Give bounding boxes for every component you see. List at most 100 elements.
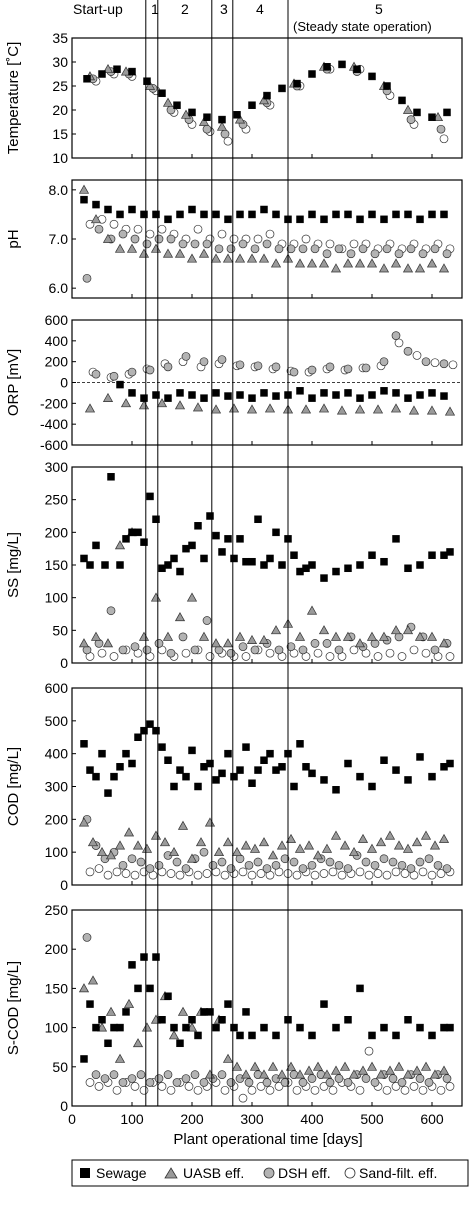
data-point	[213, 846, 225, 857]
data-point	[416, 1023, 424, 1032]
data-point	[404, 210, 412, 219]
data-point	[364, 1046, 374, 1056]
data-point	[337, 870, 347, 880]
data-point	[397, 652, 407, 661]
data-point	[254, 515, 262, 524]
data-point	[411, 837, 423, 847]
data-point	[344, 564, 352, 573]
data-point	[121, 869, 131, 878]
data-point	[84, 403, 96, 413]
series-sewage	[80, 720, 454, 797]
data-point	[114, 1053, 126, 1063]
data-points	[78, 184, 455, 283]
data-point	[118, 229, 128, 239]
data-point	[294, 258, 306, 268]
data-point	[123, 827, 135, 837]
data-point	[258, 634, 270, 644]
data-point	[248, 557, 256, 566]
data-point	[206, 759, 214, 768]
data-point	[320, 389, 328, 397]
data-point	[82, 933, 92, 942]
y-axis-label: pH	[5, 229, 22, 248]
series-dsh-eff	[82, 814, 452, 873]
data-point	[132, 840, 144, 850]
y-tick-label: 7.0	[49, 231, 69, 247]
data-point	[164, 992, 172, 1000]
data-point	[159, 837, 171, 847]
data-point	[217, 229, 227, 239]
data-point	[144, 80, 156, 90]
data-point	[103, 870, 113, 880]
data-point	[101, 561, 109, 569]
data-point	[392, 1031, 400, 1040]
data-point	[379, 357, 389, 367]
data-point	[154, 639, 164, 648]
data-point	[164, 215, 172, 224]
data-point	[429, 1069, 441, 1079]
data-point	[436, 869, 446, 878]
data-point	[238, 867, 248, 877]
data-point	[321, 843, 333, 853]
data-point	[177, 820, 189, 830]
series-uasb-eff	[78, 817, 450, 863]
series-sand-filt-eff	[85, 214, 455, 254]
data-point	[152, 210, 160, 219]
data-point	[86, 561, 94, 569]
series-dsh-eff	[82, 224, 452, 283]
data-point	[202, 616, 212, 625]
data-point	[391, 331, 401, 340]
data-point	[319, 1082, 329, 1091]
x-axis-label: Plant operational time [days]	[173, 1131, 362, 1148]
data-point	[184, 1082, 194, 1091]
data-point	[178, 239, 188, 249]
phase-label-1: 1	[151, 1, 159, 17]
legend-marker-sewage	[80, 1168, 90, 1178]
data-point	[210, 253, 222, 263]
data-point	[390, 258, 402, 268]
data-point	[406, 244, 416, 254]
y-axis-label: Temperature [˚C]	[5, 42, 22, 155]
data-point	[105, 850, 117, 860]
data-point	[442, 1074, 452, 1083]
data-point	[292, 1085, 302, 1095]
data-point	[403, 346, 413, 356]
y-tick-label: 100	[45, 844, 69, 860]
data-point	[181, 864, 191, 873]
data-point	[356, 772, 364, 781]
data-point	[170, 782, 178, 791]
data-point	[298, 645, 308, 655]
data-point	[212, 531, 220, 540]
data-point	[307, 860, 317, 870]
data-point	[116, 561, 124, 569]
x-tick-label: 400	[300, 1111, 324, 1127]
data-point	[224, 535, 232, 543]
data-point	[318, 258, 330, 268]
data-point	[260, 756, 268, 764]
data-point	[86, 766, 94, 774]
data-point	[270, 258, 282, 268]
data-point	[174, 400, 186, 410]
data-point	[199, 847, 209, 857]
data-point	[265, 1085, 275, 1095]
data-point	[224, 215, 232, 224]
data-point	[166, 648, 176, 658]
data-point	[186, 853, 198, 863]
data-point	[246, 404, 258, 414]
data-point	[158, 743, 166, 751]
data-point	[140, 538, 148, 546]
data-point	[301, 234, 311, 244]
data-point	[217, 1070, 227, 1079]
data-point	[343, 1078, 353, 1087]
data-point	[166, 234, 176, 244]
data-point	[397, 1078, 407, 1087]
data-point	[109, 219, 119, 229]
data-point	[128, 389, 136, 397]
data-point	[266, 554, 274, 563]
data-point	[176, 210, 184, 219]
data-point	[130, 870, 140, 880]
data-point	[274, 1082, 284, 1091]
phase-label-4: 4	[256, 1, 264, 17]
data-point	[267, 850, 279, 860]
panel-ss: 0 50 100 150 200 250 300 SS [mg/L]	[5, 459, 463, 671]
